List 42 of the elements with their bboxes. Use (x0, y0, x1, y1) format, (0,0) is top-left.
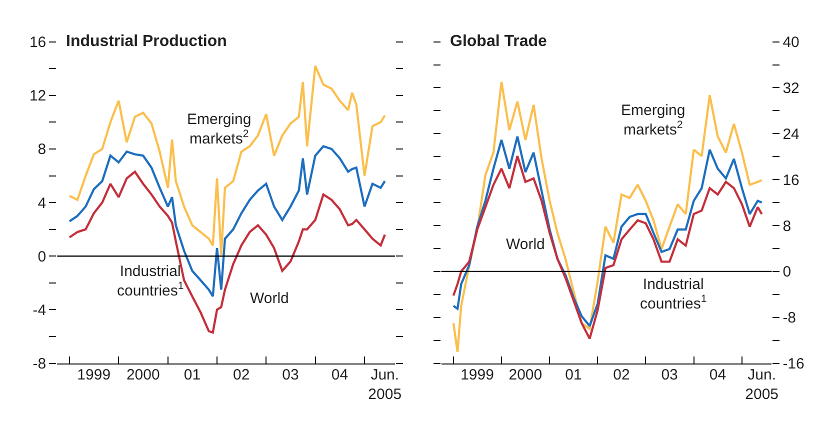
line-series (452, 154, 763, 340)
y-tick-label: 4 (38, 194, 46, 212)
x-tick-label: 02 (613, 366, 630, 384)
y-tick-label: 0 (38, 248, 46, 266)
annotation: Emerging markets$^{2}$ (621, 102, 686, 138)
y2-tick-label: 24 (782, 126, 800, 143)
annotation: World (250, 290, 289, 307)
y2-tick-label: 8 (782, 218, 792, 235)
y2-tick-label: -16 (782, 356, 804, 373)
x-tick-label: Jun. 2005 (368, 366, 402, 403)
x-tick-label: 04 (331, 366, 348, 384)
y-tick-label: 12 (29, 88, 46, 105)
annotation: Industrial countries$^{1}$ (640, 276, 707, 312)
annotation: Emerging markets$^{2}$ (187, 111, 252, 148)
y2-tick-label: 40 (782, 34, 800, 52)
line-series (68, 170, 386, 334)
annotation: Industrial countries$^{1}$ (117, 263, 184, 300)
y2-tick-label: 0 (782, 264, 792, 281)
x-tick-label: Jun. 2005 (745, 366, 779, 403)
chart-title: Industrial Production (66, 33, 227, 50)
y-tick-label: -8 (32, 356, 46, 373)
x-tick-label: 04 (709, 366, 726, 384)
line-series (452, 135, 763, 328)
x-tick-label: 1999 (460, 366, 494, 384)
x-tick-label: 02 (233, 366, 250, 384)
y2-tick-label: 16 (782, 172, 800, 189)
y-tick-label: -4 (32, 302, 46, 319)
x-tick-label: 2000 (126, 366, 160, 384)
x-tick-label: 2000 (508, 366, 542, 384)
x-tick-label: 1999 (77, 366, 111, 384)
chart-title: Global Trade (450, 33, 548, 50)
y-tick-label: 16 (29, 34, 46, 52)
y2-tick-label: -8 (782, 310, 796, 327)
line-series (68, 64, 386, 256)
x-tick-label: 03 (661, 366, 678, 384)
x-tick-label: 01 (565, 366, 582, 384)
y-tick-label: 8 (38, 141, 46, 158)
line-series (452, 80, 763, 353)
x-tick-label: 03 (282, 366, 299, 384)
y2-tick-label: 32 (782, 80, 800, 97)
x-tick-label: 01 (184, 366, 201, 384)
annotation: World (506, 236, 545, 253)
